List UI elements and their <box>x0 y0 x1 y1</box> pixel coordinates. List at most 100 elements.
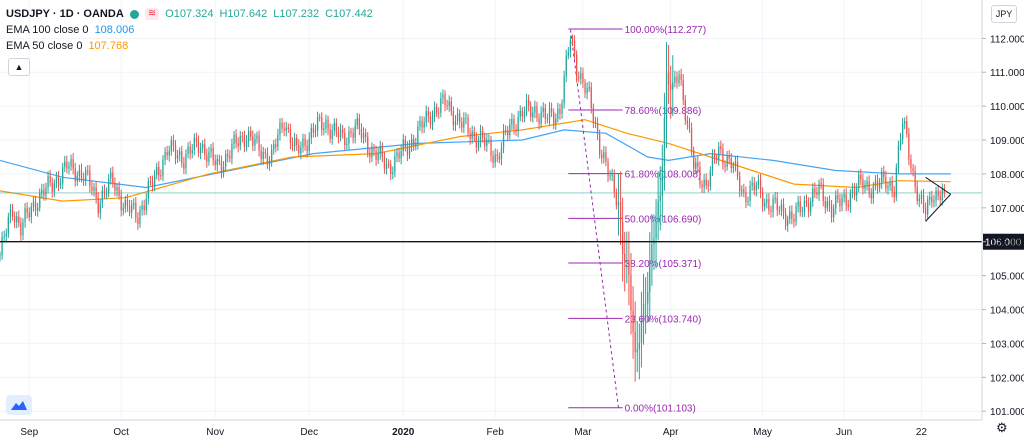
candle-body <box>316 117 319 131</box>
candle-body <box>298 144 300 154</box>
candle-body <box>392 172 394 175</box>
ema100-legend[interactable]: EMA 100 close 0 108.006 <box>6 22 373 38</box>
candle-body <box>743 189 745 193</box>
candle-body <box>588 87 590 89</box>
candle-body <box>649 260 651 292</box>
candle-body <box>686 120 689 124</box>
gear-icon[interactable]: ⚙ <box>996 420 1008 435</box>
ema50-legend[interactable]: EMA 50 close 0 107.768 <box>6 38 373 54</box>
candle-body <box>762 192 764 207</box>
fib-level-label: 100.00%(112.277) <box>625 25 707 36</box>
candle-body <box>477 141 480 148</box>
price-axis[interactable]: 112.000 111.000 110.000 109.000 108.000 107.0… <box>981 0 1024 420</box>
candle-body <box>337 132 340 138</box>
candle-body <box>810 201 812 212</box>
candle-body <box>709 170 711 186</box>
candle-body <box>657 200 659 222</box>
candle-body <box>300 147 302 154</box>
candle-body <box>751 182 753 186</box>
grid-lines <box>0 0 982 418</box>
candle-body <box>352 133 354 138</box>
candle-body <box>105 193 108 195</box>
wedge-pattern-drawing[interactable] <box>925 176 952 222</box>
candle-body <box>525 99 528 112</box>
candle-body <box>202 144 204 149</box>
candle-body <box>730 158 732 168</box>
candle-body <box>57 177 60 185</box>
candle-body <box>891 181 893 192</box>
candle-body <box>509 124 511 136</box>
candle-body <box>611 174 613 176</box>
candle-body <box>899 139 902 146</box>
sessions-tag[interactable]: ≋ <box>144 8 160 20</box>
tradingview-logo-icon[interactable] <box>6 395 32 415</box>
candle-body <box>500 147 503 160</box>
candle-body <box>252 136 254 146</box>
candle-body <box>795 206 797 222</box>
candle-body <box>755 185 757 191</box>
candle-body <box>254 139 256 146</box>
candle-body <box>162 159 164 176</box>
currency-button[interactable]: JPY <box>991 5 1017 23</box>
candle-body <box>360 129 363 139</box>
candle-body <box>312 127 315 133</box>
candle-body <box>862 179 864 189</box>
symbol-title[interactable]: USDJPY · 1D · OANDA <box>6 8 124 20</box>
candle-body <box>749 185 751 201</box>
candle-body <box>941 188 943 201</box>
candle-body <box>563 76 565 104</box>
candle-body <box>864 184 866 189</box>
candle-body <box>667 72 670 85</box>
candle-body <box>118 187 120 196</box>
candle-body <box>655 221 657 239</box>
support-line[interactable]: 106.000 <box>0 233 1024 250</box>
candle-body <box>690 128 693 151</box>
candle-body <box>596 123 599 135</box>
candle-body <box>189 146 191 154</box>
candle-body <box>271 149 273 163</box>
candle-body <box>885 176 887 189</box>
ema100-label: EMA 100 close 0 <box>6 24 89 36</box>
candle-body <box>406 146 409 156</box>
candle-body <box>757 180 760 186</box>
candle-body <box>479 130 482 142</box>
candle-body <box>467 117 469 134</box>
candle-body <box>582 73 584 83</box>
low-value: L107.232 <box>273 8 320 20</box>
ema100-line <box>0 129 951 189</box>
candle-body <box>498 156 500 160</box>
wedge-lower-line <box>925 193 952 222</box>
candle-body <box>565 55 567 77</box>
candle-body <box>342 129 344 133</box>
candle-body <box>158 167 160 176</box>
time-tick-label: Dec <box>300 427 318 438</box>
candle-body <box>473 131 475 137</box>
candle-body <box>916 186 918 201</box>
candle-body <box>131 204 133 213</box>
candle-body <box>759 180 762 193</box>
candle-body <box>256 135 258 140</box>
candle-body <box>707 185 709 186</box>
candle-body <box>879 183 881 188</box>
candle-body <box>0 255 1 257</box>
candle-body <box>139 209 141 224</box>
candle-body <box>375 150 377 160</box>
candle-body <box>605 152 607 162</box>
candle-body <box>918 198 920 202</box>
time-tick-label: 2020 <box>392 427 415 438</box>
price-tick-label: 101.000 <box>990 407 1024 418</box>
candle-body <box>181 151 183 163</box>
candle-body <box>365 133 367 137</box>
candle-body <box>166 152 168 156</box>
candle-body <box>622 222 624 254</box>
collapse-legend-button[interactable]: ▲ <box>8 58 30 76</box>
candle-body <box>814 188 816 193</box>
time-axis[interactable]: Sep Oct Nov Dec 2020 Feb Mar Apr May Jun 22 <box>0 419 982 438</box>
candle-body <box>367 136 369 154</box>
candle-body <box>711 155 714 171</box>
candle-body <box>164 152 166 160</box>
candle-body <box>870 193 872 199</box>
candle-body <box>530 105 532 117</box>
candle-body <box>304 138 306 146</box>
